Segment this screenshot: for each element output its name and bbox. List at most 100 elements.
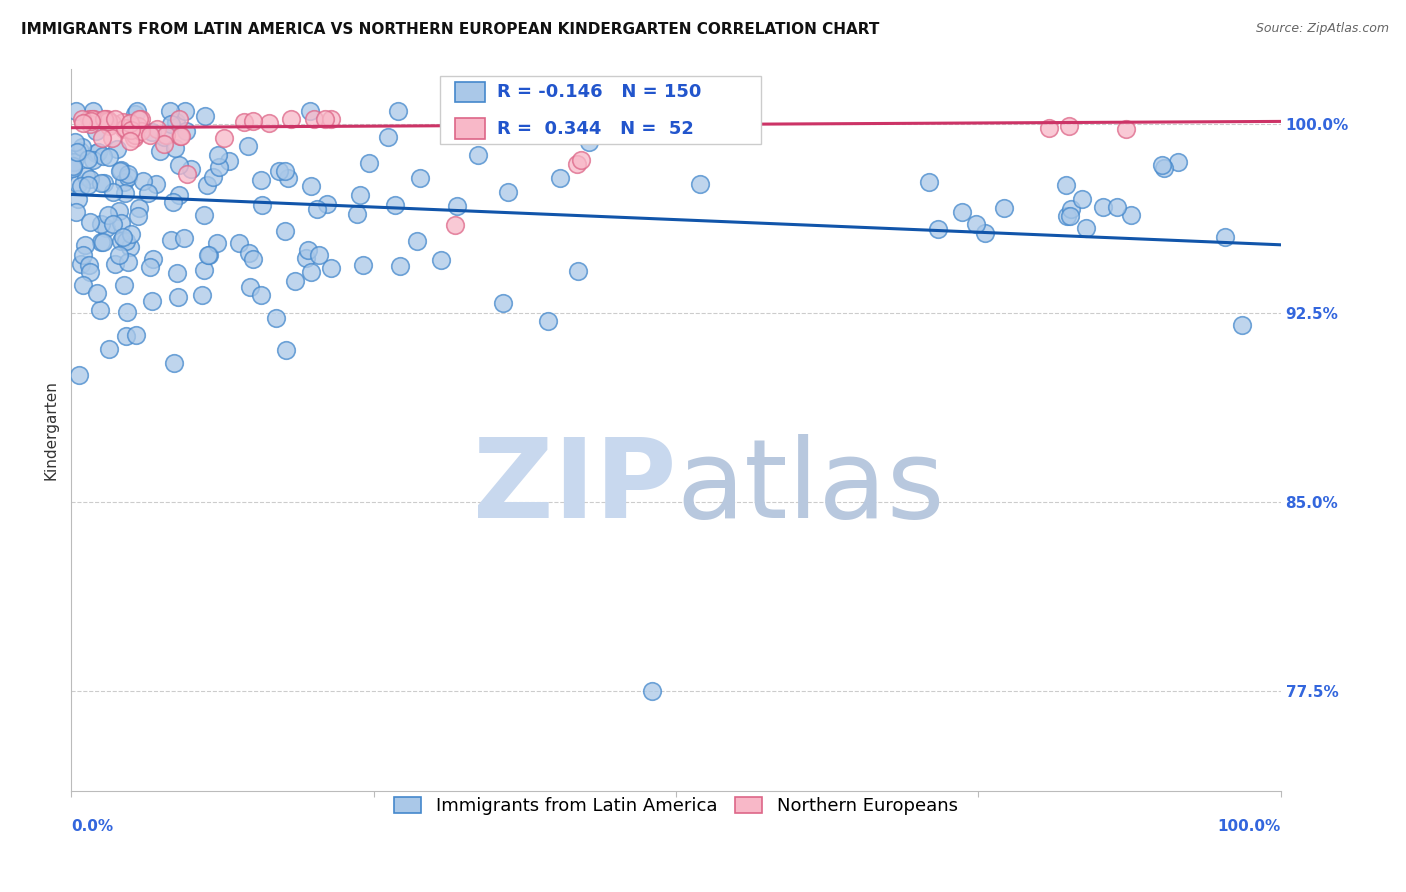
Point	[176, 167, 198, 181]
Point	[467, 148, 489, 162]
Point	[159, 104, 181, 119]
Point	[112, 115, 135, 129]
Point	[125, 104, 148, 119]
Point	[197, 248, 219, 262]
Point	[550, 170, 572, 185]
Point	[162, 195, 184, 210]
Point	[283, 273, 305, 287]
Point	[98, 150, 121, 164]
Point	[305, 202, 328, 217]
Point	[97, 119, 120, 133]
Point	[97, 208, 120, 222]
Point	[62, 160, 84, 174]
Point	[299, 265, 322, 279]
Point	[77, 152, 100, 166]
Point	[84, 146, 107, 161]
Point	[242, 252, 264, 267]
Point	[86, 285, 108, 300]
Point	[142, 252, 165, 267]
Point	[93, 113, 115, 128]
Point	[1091, 201, 1114, 215]
Point	[239, 280, 262, 294]
Point	[319, 261, 342, 276]
Point	[89, 302, 111, 317]
Point	[314, 112, 336, 126]
Point	[127, 209, 149, 223]
Point	[516, 112, 538, 126]
Point	[974, 226, 997, 240]
Point	[406, 234, 429, 248]
Point	[110, 216, 132, 230]
Point	[72, 247, 94, 261]
Point	[578, 135, 600, 149]
Point	[149, 144, 172, 158]
Point	[91, 131, 114, 145]
Point	[91, 235, 114, 249]
Point	[132, 174, 155, 188]
Text: atlas: atlas	[676, 434, 945, 541]
Point	[274, 224, 297, 238]
Point	[565, 157, 588, 171]
Point	[346, 207, 368, 221]
Point	[408, 170, 430, 185]
Point	[228, 235, 250, 250]
Point	[1153, 161, 1175, 175]
Point	[80, 113, 103, 128]
Point	[62, 161, 84, 176]
Point	[169, 128, 191, 143]
Point	[94, 220, 117, 235]
Point	[194, 110, 217, 124]
Point	[87, 145, 110, 159]
Point	[1038, 120, 1060, 135]
Point	[169, 112, 191, 126]
Point	[72, 277, 94, 292]
Point	[70, 112, 93, 126]
Point	[112, 121, 135, 136]
Text: IMMIGRANTS FROM LATIN AMERICA VS NORTHERN EUROPEAN KINDERGARTEN CORRELATION CHAR: IMMIGRANTS FROM LATIN AMERICA VS NORTHER…	[21, 22, 880, 37]
Point	[77, 258, 100, 272]
Point	[141, 125, 163, 139]
Text: R =  0.344   N =  52: R = 0.344 N = 52	[498, 120, 695, 137]
Point	[1054, 178, 1077, 192]
Point	[69, 179, 91, 194]
Point	[1074, 221, 1097, 235]
Point	[180, 162, 202, 177]
Point	[316, 197, 339, 211]
Point	[1213, 230, 1236, 244]
Point	[84, 124, 107, 138]
Point	[139, 128, 162, 143]
Point	[66, 192, 89, 206]
FancyBboxPatch shape	[454, 119, 485, 138]
Point	[321, 112, 343, 127]
Point	[101, 131, 124, 145]
Point	[165, 141, 187, 155]
Point	[145, 178, 167, 192]
Point	[377, 129, 399, 144]
Point	[1056, 209, 1078, 223]
Point	[117, 170, 139, 185]
Point	[82, 153, 104, 168]
Point	[257, 116, 280, 130]
Text: Source: ZipAtlas.com: Source: ZipAtlas.com	[1256, 22, 1389, 36]
Point	[155, 128, 177, 142]
Point	[169, 188, 191, 202]
Point	[72, 115, 94, 129]
Point	[118, 116, 141, 130]
Point	[127, 120, 149, 134]
Point	[357, 156, 380, 170]
Point	[79, 265, 101, 279]
Point	[207, 160, 229, 174]
Text: 100.0%: 100.0%	[1218, 819, 1281, 834]
Point	[1152, 158, 1174, 172]
Point	[82, 104, 104, 119]
Point	[124, 131, 146, 145]
Point	[129, 124, 152, 138]
Point	[1167, 155, 1189, 169]
Point	[101, 116, 124, 130]
Point	[267, 164, 290, 178]
Point	[252, 197, 274, 211]
Point	[927, 222, 949, 236]
Point	[124, 128, 146, 142]
Point	[73, 237, 96, 252]
Point	[67, 178, 90, 192]
